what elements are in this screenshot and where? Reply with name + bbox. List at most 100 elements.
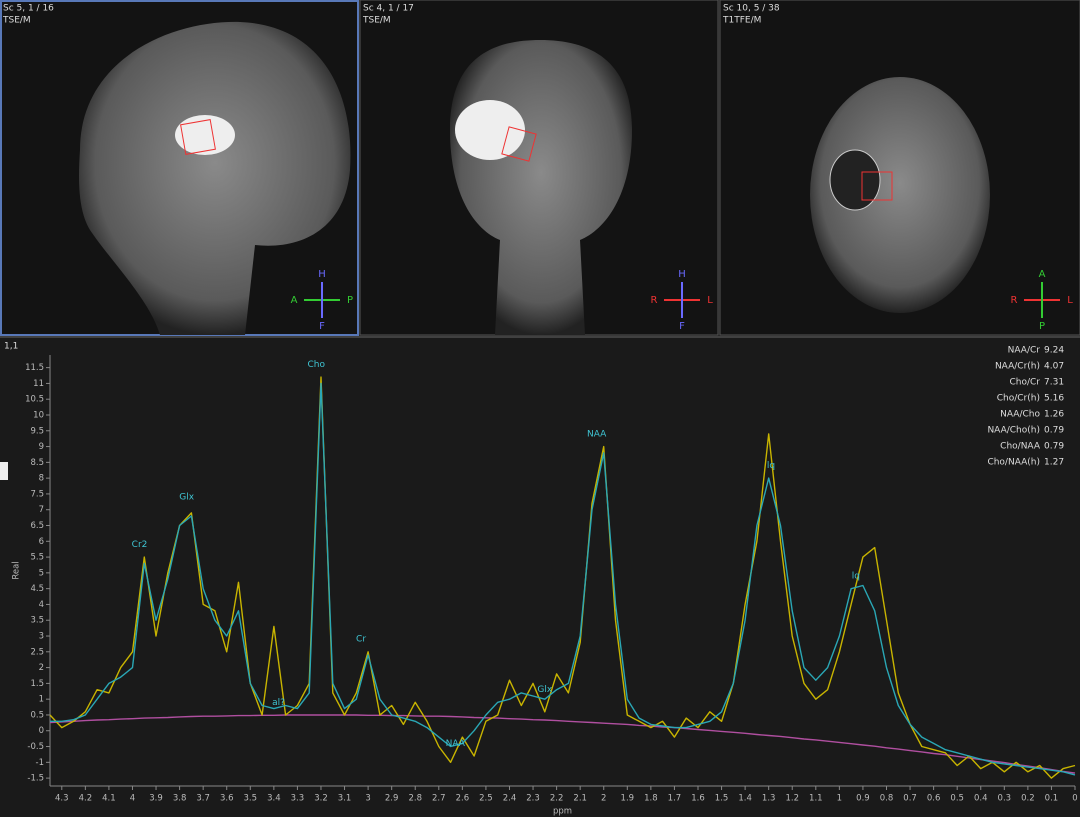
x-tick-label: 2.6 <box>456 794 470 804</box>
x-tick-label: 3.8 <box>173 794 187 804</box>
x-tick-label: 2.1 <box>573 794 587 804</box>
x-tick-label: 2.8 <box>408 794 422 804</box>
y-tick-label: 4.5 <box>30 584 44 594</box>
x-tick-label: 0.9 <box>856 794 870 804</box>
viewport-label: Sc 5, 1 / 16 <box>3 4 54 14</box>
orientation-label: F <box>679 321 685 332</box>
y-tick-label: 7.5 <box>30 489 44 499</box>
ratio-name: NAA/Cho <box>1000 410 1040 420</box>
x-tick-label: 1.4 <box>738 794 752 804</box>
orientation-label: R <box>651 295 658 306</box>
peak-label: NAA <box>587 429 607 439</box>
x-tick-label: 0 <box>1072 794 1077 804</box>
x-tick-label: 2.2 <box>550 794 564 804</box>
x-tick-label: 0.6 <box>927 794 941 804</box>
y-tick-label: 2.5 <box>30 647 44 657</box>
viewport-label: Sc 10, 5 / 38 <box>723 4 780 14</box>
ratio-value: 1.26 <box>1044 410 1064 420</box>
orientation-label: P <box>347 295 353 306</box>
x-tick-label: 4.2 <box>79 794 93 804</box>
y-tick-label: 4 <box>39 600 44 610</box>
y-tick-label: -1.5 <box>27 774 44 784</box>
y-tick-label: 0.5 <box>30 710 44 720</box>
peak-label: Glx <box>179 493 194 503</box>
ratio-name: NAA/Cr(h) <box>995 362 1040 372</box>
peak-label: Cho <box>308 360 326 370</box>
x-tick-label: 2.5 <box>479 794 493 804</box>
x-tick-label: 1.1 <box>809 794 823 804</box>
x-tick-label: 2 <box>601 794 606 804</box>
x-tick-label: 2.4 <box>503 794 517 804</box>
peak-label: al? <box>272 698 285 708</box>
peak-label: lq <box>767 461 775 471</box>
y-tick-label: 1 <box>39 695 44 705</box>
lesion <box>455 100 525 160</box>
x-tick-label: 3.6 <box>220 794 234 804</box>
x-tick-label: 3.2 <box>314 794 328 804</box>
x-tick-label: 0.7 <box>903 794 917 804</box>
sequence-label: TSE/M <box>362 16 391 26</box>
orientation-label: L <box>1067 295 1073 306</box>
x-tick-label: 2.3 <box>526 794 540 804</box>
ratio-value: 0.79 <box>1044 426 1064 436</box>
x-tick-label: 1.9 <box>621 794 635 804</box>
x-tick-label: 3.4 <box>267 794 281 804</box>
side-button[interactable] <box>0 462 8 480</box>
x-tick-label: 3.7 <box>196 794 210 804</box>
x-tick-label: 1.2 <box>785 794 799 804</box>
orientation-label: H <box>318 269 326 280</box>
x-tick-label: 3.3 <box>291 794 305 804</box>
ratio-value: 4.07 <box>1044 362 1064 372</box>
x-tick-label: 3.1 <box>338 794 352 804</box>
x-tick-label: 4 <box>130 794 135 804</box>
ratio-value: 1.27 <box>1044 458 1064 468</box>
orientation-label: P <box>1039 321 1045 332</box>
y-tick-label: 8.5 <box>30 458 44 468</box>
x-tick-label: 2.9 <box>385 794 399 804</box>
y-tick-label: 6 <box>39 537 44 547</box>
y-tick-label: 5.5 <box>30 553 44 563</box>
y-tick-label: 6.5 <box>30 521 44 531</box>
y-tick-label: 3 <box>39 632 44 642</box>
y-tick-label: 10.5 <box>25 395 44 405</box>
orientation-label: L <box>707 295 713 306</box>
peak-label: Cr <box>356 635 366 645</box>
ratio-value: 5.16 <box>1044 394 1064 404</box>
x-tick-label: 1.6 <box>691 794 705 804</box>
x-tick-label: 4.1 <box>102 794 116 804</box>
x-tick-label: 3.9 <box>149 794 163 804</box>
sequence-label: TSE/M <box>2 16 31 26</box>
x-tick-label: 2.7 <box>432 794 446 804</box>
x-tick-label: 1.7 <box>668 794 682 804</box>
y-tick-label: -1 <box>36 758 44 768</box>
y-tick-label: 9.5 <box>30 426 44 436</box>
y-tick-label: 5 <box>39 568 44 578</box>
x-axis-label: ppm <box>553 807 572 817</box>
panel-label: 1,1 <box>4 342 18 352</box>
ratio-name: NAA/Cho(h) <box>987 426 1040 436</box>
y-tick-label: 10 <box>33 410 44 420</box>
peak-label: NAA <box>446 739 466 749</box>
x-tick-label: 0.2 <box>1021 794 1035 804</box>
x-tick-label: 1.3 <box>762 794 776 804</box>
ratio-value: 0.79 <box>1044 442 1064 452</box>
peak-label: Glx <box>537 685 552 695</box>
y-tick-label: 0 <box>39 726 44 736</box>
y-tick-label: 1.5 <box>30 679 44 689</box>
x-tick-label: 0.8 <box>880 794 894 804</box>
viewport-label: Sc 4, 1 / 17 <box>363 4 414 14</box>
x-tick-label: 1.8 <box>644 794 658 804</box>
y-tick-label: 11 <box>33 379 44 389</box>
y-axis-label: Real <box>12 561 22 579</box>
orientation-label: A <box>291 295 298 306</box>
ratio-name: Cho/NAA <box>1000 442 1041 452</box>
peak-label: lq <box>852 572 860 582</box>
y-tick-label: 9 <box>39 442 44 452</box>
y-tick-label: 11.5 <box>25 363 44 373</box>
y-tick-label: 8 <box>39 474 44 484</box>
orientation-label: H <box>678 269 686 280</box>
ratio-value: 7.31 <box>1044 378 1064 388</box>
y-tick-label: 7 <box>39 505 44 515</box>
y-tick-label: 2 <box>39 663 44 673</box>
y-tick-label: -0.5 <box>27 742 44 752</box>
